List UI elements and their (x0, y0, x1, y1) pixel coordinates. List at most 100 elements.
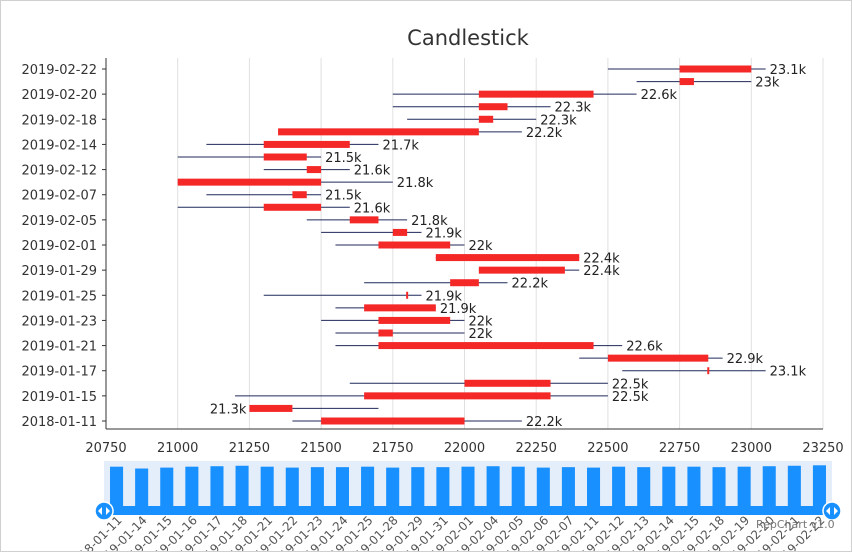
zoom-preview-bar (637, 467, 651, 509)
chevron-left-icon (98, 507, 102, 515)
zoom-preview-bar (762, 466, 776, 509)
zoom-preview-bar (310, 467, 324, 509)
y-tick-label: 2019-02-22 (21, 63, 97, 78)
zoom-preview-bar (461, 466, 475, 509)
zoom-preview-bar (160, 467, 174, 509)
candle-body (378, 316, 451, 324)
x-tick-label: 21500 (300, 441, 341, 456)
x-tick-label: 20750 (85, 441, 126, 456)
candle-body (378, 342, 594, 350)
zoom-preview-bar (386, 467, 400, 509)
zoom-preview-bar (436, 467, 450, 509)
zoom-preview-bar (210, 466, 224, 509)
y-tick-label: 2019-01-29 (21, 264, 97, 279)
x-tick-label: 22000 (444, 441, 485, 456)
x-tick-label: 21750 (372, 441, 413, 456)
candle-value-label: 21.9k (425, 226, 462, 241)
zoom-preview-bar (737, 466, 751, 509)
zoom-preview-bar (285, 467, 299, 509)
candle-body (679, 78, 694, 86)
x-tick-label: 22500 (587, 441, 628, 456)
candle-body (349, 216, 379, 224)
candle-body (435, 254, 580, 262)
x-tick-label: 22250 (516, 441, 557, 456)
y-tick-label: 2019-01-23 (21, 314, 97, 329)
candle-body (450, 279, 479, 287)
candle-value-label: 22.3k (555, 101, 592, 116)
candle-value-label: 22.6k (626, 340, 663, 355)
axes: 20750 21000 21250 21500 21750 22000 22250 22500… (21, 58, 844, 456)
y-tick-label: 2019-02-07 (21, 189, 97, 204)
zoom-preview-bar (787, 465, 801, 509)
candle-value-label: 21.5k (325, 189, 362, 204)
x-tick-label: 22750 (659, 441, 700, 456)
candle-value-label: 22.4k (583, 264, 620, 279)
zoom-preview-bar (561, 467, 575, 509)
candle-body (263, 153, 307, 161)
chevron-right-icon (834, 507, 838, 515)
y-tick-label: 2019-01-15 (21, 390, 97, 405)
zoom-track[interactable] (104, 506, 832, 515)
candle-value-label: 22.9k (727, 352, 764, 367)
zoom-preview-bar (687, 466, 701, 509)
candle-value-label: 21.8k (397, 176, 434, 191)
data-labels: 23.1k23k22.6k22.3k22.3k22.2k21.7k21.5k21… (210, 63, 807, 430)
watermark: RepChart v1.0 (756, 518, 835, 531)
zoom-end-handle[interactable] (822, 501, 842, 521)
candle-body (321, 417, 465, 425)
zoom-preview-bar (335, 467, 350, 509)
y-tick-label: 2019-02-05 (21, 214, 97, 229)
candle-value-label: 22.2k (526, 126, 563, 141)
zoom-start-handle[interactable] (94, 501, 114, 521)
zoom-preview-bar (536, 467, 550, 509)
candle-body (292, 191, 307, 199)
candle-value-label: 22.2k (512, 277, 549, 292)
candle-body (249, 404, 293, 412)
candle-body (263, 203, 322, 211)
zoom-preview-bar (110, 466, 124, 509)
data-zoom-slider[interactable]: 2018-01-112019-01-142019-01-152019-01-16… (65, 461, 842, 551)
zoom-preview-bar (662, 466, 676, 509)
candle-value-label: 22.5k (612, 390, 649, 405)
candle-value-label: 22k (469, 314, 494, 329)
zoom-preview-bar (361, 466, 375, 509)
grid-lines (177, 58, 824, 429)
candle-body (679, 65, 752, 73)
candle-value-label: 23.1k (770, 365, 807, 380)
candle-body (378, 329, 393, 337)
candle-body (378, 241, 451, 249)
candles (177, 65, 766, 425)
x-tick-label: 23250 (802, 441, 843, 456)
candle-body (478, 90, 594, 98)
y-tick-label: 2019-02-18 (21, 113, 97, 128)
candle-value-label: 21.9k (425, 289, 462, 304)
candle-body (177, 178, 322, 186)
y-tick-label: 2019-01-21 (21, 340, 97, 355)
chart-title: Candlestick (407, 26, 529, 50)
candle-body (707, 367, 710, 375)
y-tick-label: 2019-01-17 (21, 365, 97, 380)
zoom-preview-bar (135, 468, 149, 509)
handle-circle[interactable] (94, 501, 114, 521)
zoom-preview-bar (486, 466, 500, 509)
zoom-preview-bar (712, 467, 726, 509)
candle-value-label: 23.1k (770, 63, 807, 78)
candle-value-label: 22.3k (540, 113, 577, 128)
x-tick-label: 21250 (229, 441, 270, 456)
y-tick-label: 2019-01-25 (21, 289, 97, 304)
candle-value-label: 22.4k (583, 252, 620, 267)
candle-body (364, 304, 436, 312)
candle-value-label: 21.6k (354, 164, 391, 179)
handle-circle[interactable] (822, 501, 842, 521)
candle-body (478, 266, 565, 274)
chevron-left-icon (826, 507, 830, 515)
candle-body (392, 228, 408, 236)
candle-value-label: 21.7k (382, 138, 419, 153)
candle-value-label: 21.9k (440, 302, 477, 317)
candle-value-label: 21.8k (411, 214, 448, 229)
zoom-preview-bar (612, 466, 626, 509)
candle-body (364, 392, 551, 400)
candle-body (478, 115, 494, 123)
candle-value-label: 22.5k (612, 377, 649, 392)
zoom-preview-bar (586, 467, 601, 509)
